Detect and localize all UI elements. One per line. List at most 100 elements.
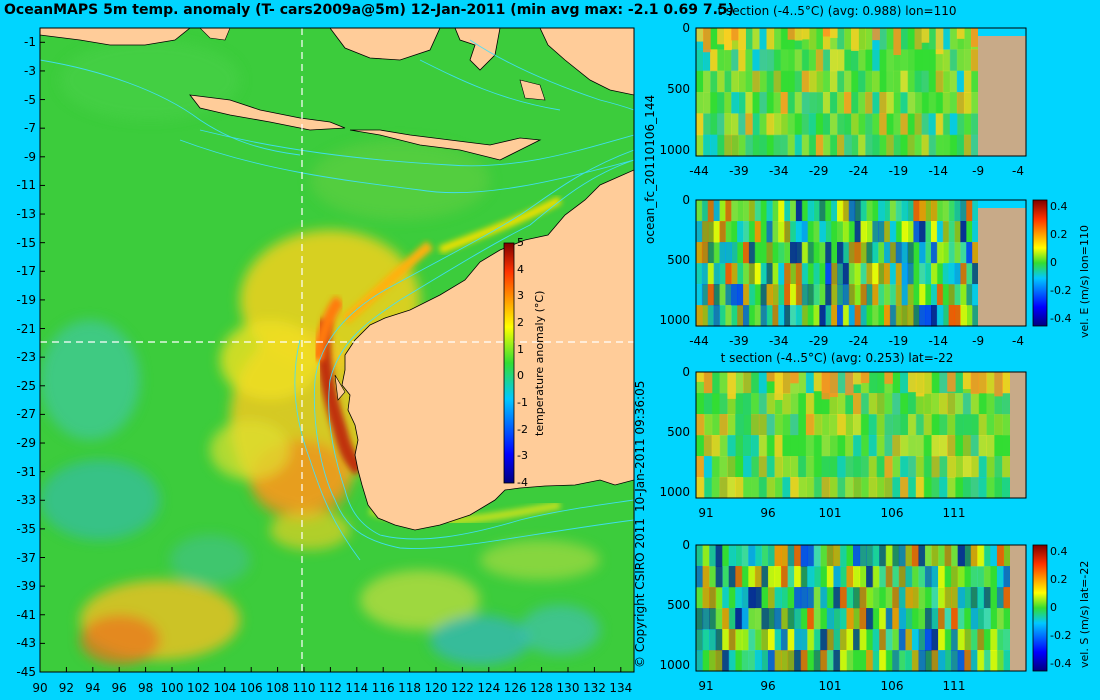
map-y-tick: -11 xyxy=(16,178,36,193)
section-y-tick: 0 xyxy=(682,365,690,379)
map-panel xyxy=(39,27,635,673)
map-colorbar-tick: 4 xyxy=(517,262,524,276)
borneo-land xyxy=(329,28,441,61)
section-y-tick: 1000 xyxy=(659,485,690,499)
map-y-tick: -5 xyxy=(24,92,36,107)
section-x-tick: -39 xyxy=(729,164,749,178)
map-y-tick: -39 xyxy=(16,579,36,594)
section-y-tick: 0 xyxy=(682,21,690,35)
section-x-tick: 101 xyxy=(818,679,842,693)
section-y-tick: 0 xyxy=(682,538,690,552)
new-guinea-land xyxy=(539,28,634,96)
map-colorbar-tick: 1 xyxy=(517,342,524,356)
map-y-tick: -43 xyxy=(16,636,36,651)
section-x-tick: -34 xyxy=(768,164,789,178)
java-land xyxy=(189,94,346,131)
map-x-tick: 126 xyxy=(503,681,527,695)
section-x-tick: -34 xyxy=(768,334,789,348)
sulawesi-land xyxy=(454,28,501,71)
map-y-tick: -21 xyxy=(16,321,36,336)
vel-e-label: vel. E (m/s) lon=110 xyxy=(1078,225,1091,338)
map-colorbar-tick: 0 xyxy=(517,369,524,383)
map-x-tick: 118 xyxy=(398,681,422,695)
map-x-tick: 92 xyxy=(58,681,75,695)
map-colorbar-tick: 2 xyxy=(517,316,524,329)
section-colorbar-tick: 0.4 xyxy=(1050,200,1068,213)
map-y-tick: -7 xyxy=(24,121,36,136)
section-colorbar-tick: -0.2 xyxy=(1050,284,1072,297)
section-land xyxy=(978,28,1026,156)
map-x-tick: 106 xyxy=(239,681,263,695)
section-panel-1 xyxy=(695,27,1027,157)
bathymetry-contours xyxy=(40,39,634,561)
sumatra-land xyxy=(40,28,191,46)
map-x-tick: 112 xyxy=(318,681,342,695)
section-panel-2 xyxy=(695,199,1027,327)
map-x-tick: 132 xyxy=(582,681,606,695)
section-land xyxy=(1010,372,1026,498)
australia-land xyxy=(341,169,634,531)
section-x-tick: -44 xyxy=(689,164,709,178)
section-3-title: t section (-4..5°C) (avg: 0.253) lat=-22 xyxy=(720,351,954,365)
map-x-tick: 130 xyxy=(556,681,580,695)
map-x-tick: 90 xyxy=(32,681,48,695)
section-y-tick: 1000 xyxy=(659,142,690,157)
section-colorbar-tick: -0.4 xyxy=(1050,657,1072,670)
nusa-tenggara-land xyxy=(349,129,542,161)
map-y-tick: -17 xyxy=(16,264,36,279)
section-y-tick: 500 xyxy=(667,425,690,439)
section-x-tick: 96 xyxy=(760,679,776,693)
section-x-tick: -29 xyxy=(808,334,829,348)
vel-e-colorbar xyxy=(1032,199,1048,327)
map-x-tick: 104 xyxy=(213,681,237,695)
section-x-tick: -14 xyxy=(928,334,949,348)
map-y-tick: -25 xyxy=(16,378,36,393)
section-x-tick: 91 xyxy=(698,679,714,693)
map-x-tick: 98 xyxy=(137,681,154,695)
temperature-colorbar xyxy=(503,242,515,484)
map-x-tick: 102 xyxy=(186,681,210,695)
section-x-tick: -19 xyxy=(888,164,909,178)
section-panel-4 xyxy=(695,544,1027,672)
map-colorbar-tick: 5 xyxy=(517,236,524,249)
map-colorbar-label: temperature anomaly (°C) xyxy=(533,290,546,436)
map-x-tick: 94 xyxy=(85,681,101,695)
map-x-tick: 114 xyxy=(345,681,369,695)
copyright-label: © Copyright CSIRO 2011 xyxy=(633,518,647,668)
map-x-tick: 108 xyxy=(266,681,290,695)
section-land xyxy=(978,200,1026,326)
map-x-tick: 120 xyxy=(424,681,448,695)
section-x-tick: 106 xyxy=(880,506,904,520)
section-x-tick: -4 xyxy=(1012,164,1024,178)
map-y-tick: -13 xyxy=(16,207,36,222)
section-y-tick: 1000 xyxy=(659,658,690,672)
map-x-tick: 96 xyxy=(111,681,127,695)
section-y-tick: 500 xyxy=(667,253,690,267)
vel-s-label: vel. S (m/s) lat=-22 xyxy=(1078,560,1091,668)
section-x-tick: -9 xyxy=(972,334,985,348)
section-x-tick: -19 xyxy=(888,334,909,348)
section-x-tick: 106 xyxy=(880,679,904,693)
section-colorbar-tick: 0.4 xyxy=(1050,545,1068,558)
section-x-tick: 91 xyxy=(698,506,714,520)
map-x-tick: 134 xyxy=(609,681,633,695)
section-colorbar-tick: -0.4 xyxy=(1050,312,1072,325)
section-x-tick: 111 xyxy=(942,679,966,693)
map-y-tick: -31 xyxy=(16,464,36,479)
section-colorbar-tick: -0.2 xyxy=(1050,629,1072,642)
section-y-tick: 1000 xyxy=(659,313,690,327)
section-x-tick: -9 xyxy=(972,164,985,178)
map-x-tick: 128 xyxy=(530,681,554,695)
map-x-tick: 110 xyxy=(292,681,316,695)
section-x-tick: -29 xyxy=(808,164,829,178)
section-x-tick: 96 xyxy=(760,506,776,520)
section-panel-3 xyxy=(695,371,1027,499)
section-x-tick: -14 xyxy=(928,164,949,178)
section-x-tick: -44 xyxy=(689,334,709,348)
map-x-tick: 116 xyxy=(371,681,395,695)
section-x-tick: -24 xyxy=(848,164,869,178)
map-x-tick: 122 xyxy=(450,681,474,695)
map-x-tick: 100 xyxy=(160,681,184,695)
section-y-tick: 0 xyxy=(682,193,690,207)
